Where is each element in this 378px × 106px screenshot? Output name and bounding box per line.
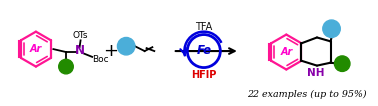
Text: Boc: Boc [91, 55, 108, 64]
Text: Ar: Ar [30, 44, 42, 54]
Text: 22 examples (up to 95%): 22 examples (up to 95%) [247, 90, 367, 99]
Text: HFIP: HFIP [191, 70, 217, 80]
Text: Ar: Ar [280, 47, 293, 57]
Text: N: N [74, 44, 85, 57]
Text: +: + [103, 42, 118, 60]
Text: NH: NH [307, 68, 325, 78]
Text: TFA: TFA [195, 22, 212, 32]
Text: Fe: Fe [196, 44, 211, 57]
Circle shape [323, 20, 340, 38]
Text: OTs: OTs [73, 31, 88, 40]
Circle shape [335, 56, 350, 71]
Circle shape [59, 59, 73, 74]
Circle shape [118, 38, 135, 55]
